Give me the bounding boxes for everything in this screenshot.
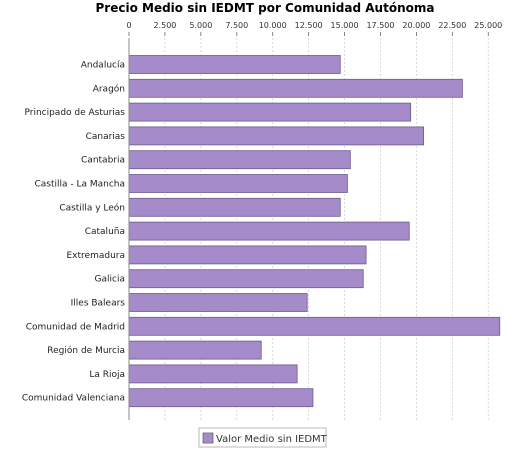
bar bbox=[128, 102, 412, 122]
legend-swatch bbox=[202, 432, 214, 444]
category-label: Castilla y León bbox=[59, 202, 125, 213]
category-labels: Andalucía Aragón Principado de Asturias Can… bbox=[22, 61, 125, 404]
tick-label: 12.500 bbox=[295, 21, 323, 30]
category-label: Región de Murcia bbox=[47, 345, 125, 356]
tick-label: 7.500 bbox=[225, 21, 248, 30]
tick-label: 0 bbox=[126, 21, 131, 30]
tick-label: 5.000 bbox=[189, 21, 212, 30]
legend-box bbox=[198, 427, 327, 448]
bar bbox=[128, 388, 314, 408]
x-axis-ticks: 0 2.500 5.000 7.500 10.000 12.500 15.000 17.500… bbox=[126, 21, 502, 36]
category-label: Cataluña bbox=[85, 227, 125, 237]
bar bbox=[128, 340, 262, 360]
tick-label: 25.000 bbox=[474, 21, 502, 30]
category-label: Cantabria bbox=[81, 156, 125, 166]
legend: Valor Medio sin IEDMT bbox=[198, 427, 328, 448]
category-label: Comunidad de Madrid bbox=[26, 322, 125, 332]
category-label: Andalucía bbox=[81, 61, 125, 71]
bar bbox=[128, 55, 341, 74]
bar bbox=[128, 174, 348, 193]
bar bbox=[128, 126, 424, 146]
category-label: Galicia bbox=[95, 275, 125, 285]
category-label: Principado de Asturias bbox=[24, 108, 125, 118]
tick-label: 2.500 bbox=[153, 21, 176, 30]
tick-label: 20.000 bbox=[402, 21, 430, 30]
bar bbox=[128, 245, 367, 265]
bar bbox=[128, 269, 364, 289]
tick-label: 15.000 bbox=[331, 21, 359, 30]
bar bbox=[128, 364, 298, 384]
bar bbox=[128, 197, 341, 217]
bar bbox=[128, 150, 351, 170]
chart-title: Precio Medio sin IEDMT por Comunidad Aut… bbox=[96, 1, 435, 15]
tick-label: 22.500 bbox=[438, 21, 466, 30]
tick-label: 17.500 bbox=[366, 21, 394, 30]
bar bbox=[128, 316, 501, 336]
bars bbox=[128, 55, 501, 408]
category-label: La Rioja bbox=[89, 370, 125, 380]
bar bbox=[128, 78, 463, 98]
legend-label: Valor Medio sin IEDMT bbox=[216, 434, 328, 445]
category-label: Extremadura bbox=[67, 251, 126, 261]
bar bbox=[128, 221, 410, 241]
category-label: Illes Balears bbox=[71, 299, 126, 309]
category-label: Canarias bbox=[86, 132, 126, 142]
category-label: Aragón bbox=[93, 83, 125, 94]
bar bbox=[128, 293, 308, 312]
category-label: Castilla - La Mancha bbox=[34, 180, 125, 190]
category-label: Comunidad Valenciana bbox=[22, 394, 125, 404]
tick-label: 10.000 bbox=[259, 21, 287, 30]
